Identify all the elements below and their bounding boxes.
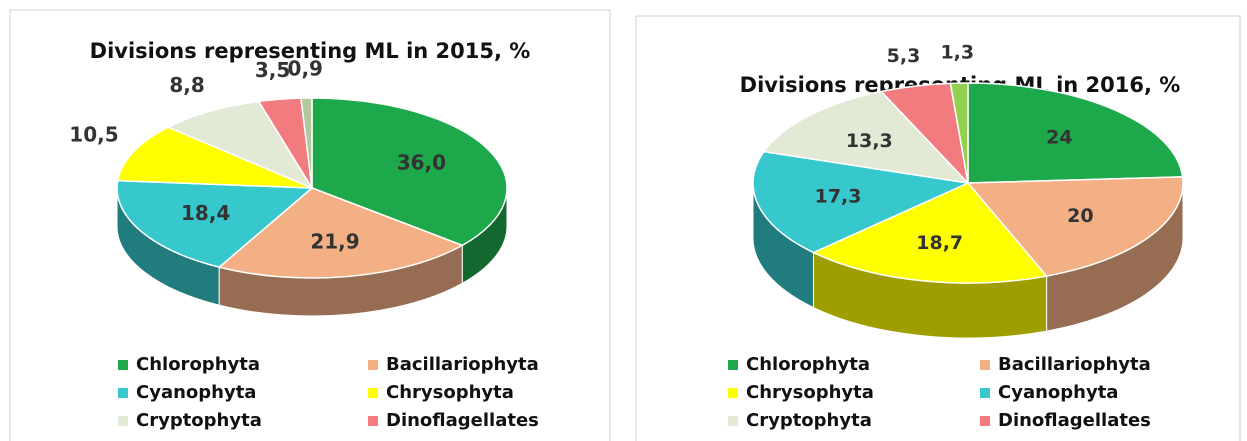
legend-label: Cryptophyta: [136, 410, 262, 431]
pie-slice: [966, 176, 1184, 277]
data-label: 36,0: [397, 151, 446, 175]
pie-slice: [116, 126, 313, 189]
data-label: 8,8: [169, 73, 204, 97]
data-label: 17,3: [815, 185, 862, 207]
data-label: 20: [1067, 205, 1093, 227]
legend-label: Bacillariophyta: [998, 354, 1151, 375]
legend-label: Dinoflagellates: [998, 410, 1151, 431]
legend-swatch: [368, 360, 378, 370]
legend-label: Cyanophyta: [136, 382, 256, 403]
legend-swatch: [728, 360, 738, 370]
chart-title: Divisions representing ML in 2015, %: [90, 39, 531, 63]
legend-swatch: [368, 416, 378, 426]
legend-label: Chlorophyta: [136, 354, 260, 375]
pie-slice: [217, 187, 465, 279]
legend-swatch: [368, 388, 378, 398]
data-label: 13,3: [846, 130, 893, 152]
pie-slice: [116, 179, 314, 268]
legend-label: Cryptophyta: [746, 410, 872, 431]
data-label: 5,3: [887, 45, 921, 67]
legend-label: Dinoflagellates: [386, 410, 539, 431]
legend-swatch: [118, 416, 128, 426]
legend-label: Chrysophyta: [746, 382, 874, 403]
legend-swatch: [980, 388, 990, 398]
pie-slice: [752, 150, 971, 254]
pie-slice: [166, 100, 314, 190]
data-label: 1,3: [940, 42, 974, 64]
pie-slice: [967, 82, 1184, 184]
legend-label: Cyanophyta: [998, 382, 1118, 403]
data-label: 18,4: [181, 201, 230, 225]
pie-slice: [762, 90, 971, 185]
data-label: 18,7: [916, 232, 963, 254]
pie-slice: [811, 182, 1048, 284]
legend-swatch: [980, 416, 990, 426]
pie-slice: [300, 97, 313, 189]
legend-label: Chrysophyta: [386, 382, 514, 403]
legend-swatch: [118, 388, 128, 398]
legend-swatch: [980, 360, 990, 370]
legend-swatch: [728, 388, 738, 398]
data-label: 0,9: [288, 57, 323, 81]
data-label: 21,9: [310, 229, 359, 253]
legend-swatch: [728, 416, 738, 426]
data-label: 10,5: [69, 123, 118, 147]
data-label: 3,5: [255, 58, 290, 82]
pie-slice: [311, 97, 508, 247]
legend-label: Bacillariophyta: [386, 354, 539, 375]
legend-label: Chlorophyta: [746, 354, 870, 375]
legend-swatch: [118, 360, 128, 370]
data-label: 24: [1046, 126, 1072, 148]
pie-slice: [949, 82, 969, 184]
